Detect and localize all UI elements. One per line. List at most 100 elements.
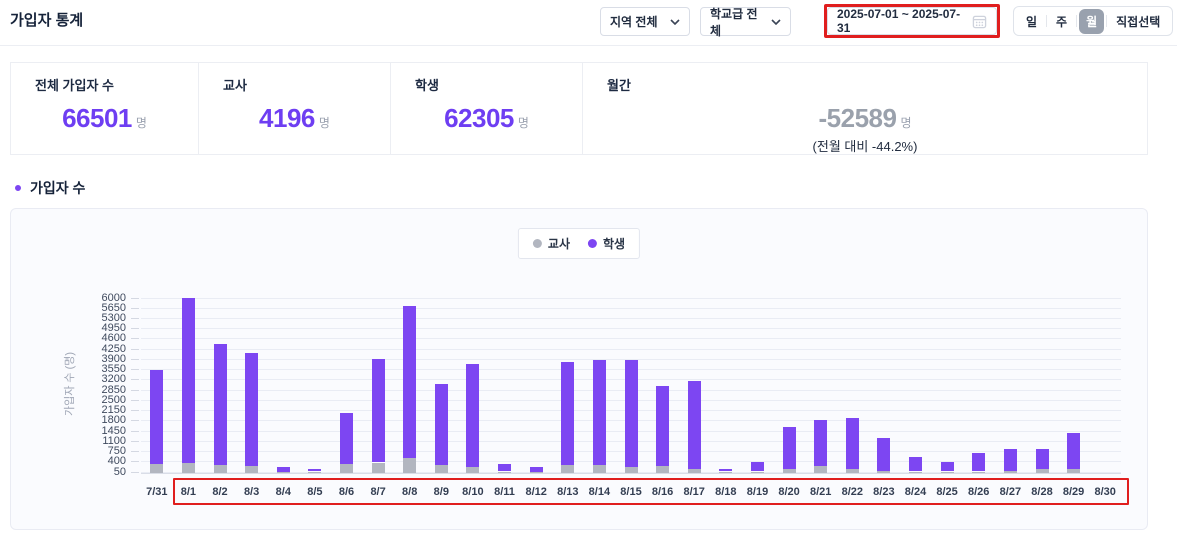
- bar-segment-student[interactable]: [150, 369, 164, 465]
- bar-segment-student[interactable]: [972, 453, 986, 472]
- bar-segment-teacher[interactable]: [308, 471, 322, 473]
- bar-segment-student[interactable]: [245, 352, 259, 466]
- x-axis-label: 8/21: [809, 486, 832, 498]
- stat-unit: 명: [517, 116, 529, 130]
- page-title: 가입자 통계: [10, 12, 84, 29]
- bar-segment-student[interactable]: [340, 412, 353, 464]
- x-axis-label: 8/7: [370, 486, 386, 498]
- bar-segment-student[interactable]: [1003, 449, 1017, 472]
- bar-segment-student[interactable]: [529, 466, 543, 472]
- bar-segment-teacher[interactable]: [909, 471, 922, 473]
- bar-segment-teacher[interactable]: [845, 468, 859, 473]
- bar-segment-student[interactable]: [814, 419, 828, 466]
- bar-segment-teacher[interactable]: [814, 466, 828, 473]
- bar-segment-student[interactable]: [909, 456, 922, 472]
- bar-segment-teacher[interactable]: [213, 464, 227, 473]
- y-axis-tick: [131, 338, 139, 340]
- bar-segment-teacher[interactable]: [940, 471, 954, 473]
- period-button-3[interactable]: 월: [1079, 8, 1105, 34]
- bar-segment-student[interactable]: [719, 469, 733, 472]
- stat-value: 62305: [444, 103, 514, 133]
- bar-segment-student[interactable]: [434, 384, 448, 466]
- bar-segment-teacher[interactable]: [972, 471, 986, 473]
- x-axis-label: 8/29: [1062, 486, 1085, 498]
- bar-segment-student[interactable]: [845, 417, 859, 469]
- period-button-4[interactable]: 직접선택: [1109, 9, 1167, 34]
- y-axis-tick-label: 6000: [101, 291, 126, 304]
- x-axis-label: 8/16: [651, 486, 674, 498]
- stat-card-students: 학생 62305 명: [391, 63, 583, 154]
- y-axis-tick-label: 750: [107, 445, 126, 458]
- stat-value: 66501: [62, 103, 132, 133]
- bar-segment-teacher[interactable]: [687, 469, 701, 473]
- bar-segment-teacher[interactable]: [1035, 468, 1049, 473]
- bar-segment-student[interactable]: [1035, 449, 1049, 469]
- bar-segment-teacher[interactable]: [529, 471, 543, 473]
- bar-segment-student[interactable]: [940, 462, 954, 472]
- bar-segment-teacher[interactable]: [782, 468, 796, 473]
- region-filter-dropdown[interactable]: 지역 전체: [600, 7, 690, 36]
- period-button-1[interactable]: 일: [1019, 9, 1044, 34]
- legend-item-teacher[interactable]: 교사: [532, 235, 570, 252]
- bar-segment-student[interactable]: [592, 360, 606, 465]
- bar-segment-student[interactable]: [213, 344, 227, 465]
- bar-segment-student[interactable]: [181, 297, 195, 463]
- bar-segment-student[interactable]: [308, 468, 322, 472]
- bar-segment-teacher[interactable]: [719, 471, 733, 473]
- calendar-icon: [972, 15, 987, 28]
- bar-segment-student[interactable]: [1067, 432, 1081, 470]
- bar-segment-teacher[interactable]: [276, 471, 290, 473]
- bar-segment-student[interactable]: [656, 386, 670, 466]
- separator: [1076, 15, 1078, 27]
- bar-segment-teacher[interactable]: [751, 471, 764, 473]
- y-axis-tick-label: 2850: [101, 383, 126, 396]
- y-axis-tick-label: 2500: [101, 393, 126, 406]
- bar-segment-student[interactable]: [751, 461, 764, 472]
- bar-segment-teacher[interactable]: [434, 465, 448, 473]
- gridline: [141, 358, 1121, 360]
- bar-segment-teacher[interactable]: [403, 458, 417, 473]
- bar-segment-teacher[interactable]: [877, 470, 891, 473]
- bar-segment-student[interactable]: [371, 358, 385, 463]
- bar-segment-teacher[interactable]: [1003, 471, 1017, 473]
- bar-segment-teacher[interactable]: [466, 467, 480, 473]
- bar-segment-student[interactable]: [624, 359, 638, 467]
- subscriber-chart-card: 교사 학생 가입자 수 (명) 50 400 750 1100 1450 1800 2150 2…: [10, 208, 1148, 530]
- bar-segment-student[interactable]: [561, 361, 575, 465]
- bar-segment-student[interactable]: [276, 466, 290, 472]
- bar-segment-teacher[interactable]: [592, 464, 606, 473]
- x-axis-label: 8/4: [275, 486, 291, 498]
- bar-segment-teacher[interactable]: [340, 463, 353, 473]
- bar-segment-student[interactable]: [782, 426, 796, 469]
- x-axis-label: 8/14: [588, 486, 611, 498]
- bar-segment-teacher[interactable]: [656, 465, 670, 473]
- bar-segment-student[interactable]: [687, 380, 701, 470]
- y-axis-tick: [131, 461, 139, 463]
- period-button-2[interactable]: 주: [1049, 9, 1074, 34]
- bar-segment-teacher[interactable]: [371, 462, 385, 473]
- x-axis-label: 8/28: [1031, 486, 1053, 498]
- gridline: [141, 297, 1121, 299]
- bar-segment-teacher[interactable]: [498, 471, 511, 473]
- bar-segment-teacher[interactable]: [150, 464, 164, 473]
- bar-segment-student[interactable]: [466, 363, 480, 468]
- x-axis-label: 8/8: [402, 486, 418, 498]
- stat-subtext: (전월 대비 -44.2%): [812, 139, 918, 154]
- date-range-input[interactable]: 2025-07-01 ~ 2025-07-31: [827, 7, 997, 35]
- gridline: [141, 317, 1121, 319]
- bar-segment-teacher[interactable]: [1067, 469, 1081, 473]
- bar-segment-student[interactable]: [877, 437, 891, 471]
- stat-label: 교사: [223, 78, 247, 93]
- y-axis-tick-label: 50: [113, 465, 126, 478]
- bar-segment-teacher[interactable]: [181, 462, 195, 473]
- y-axis-tick-label: 1800: [101, 414, 126, 427]
- bar-segment-student[interactable]: [403, 306, 417, 459]
- legend-item-student[interactable]: 학생: [588, 235, 625, 252]
- bar-segment-teacher[interactable]: [561, 464, 575, 473]
- bar-segment-student[interactable]: [498, 463, 511, 472]
- bar-segment-teacher[interactable]: [624, 466, 638, 473]
- bar-segment-teacher[interactable]: [245, 465, 259, 473]
- stat-card-teachers: 교사 4196 명: [199, 63, 391, 154]
- school-level-filter-dropdown[interactable]: 학교급 전체: [700, 7, 791, 38]
- x-axis-label: 8/9: [433, 486, 449, 498]
